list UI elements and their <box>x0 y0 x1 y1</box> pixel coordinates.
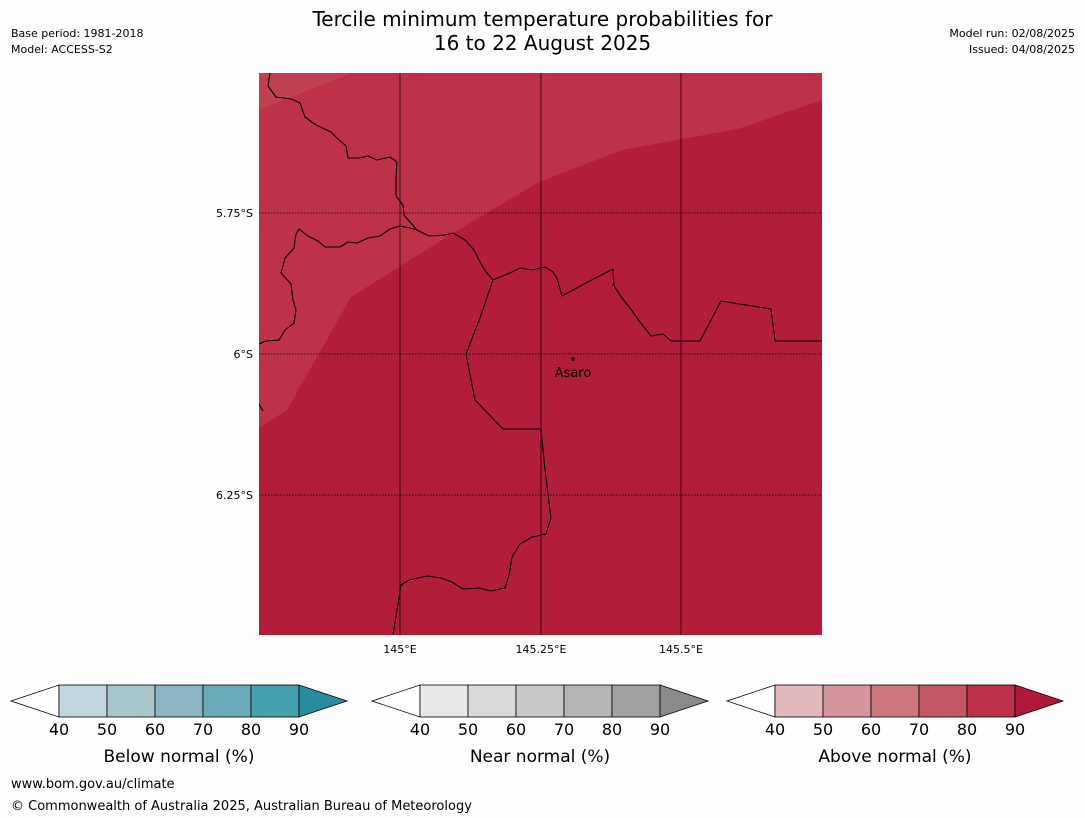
lon-label-145-5: 145.5°E <box>659 643 703 656</box>
model-name: Model: ACCESS-S2 <box>11 43 113 56</box>
colorbar-segment <box>154 684 204 718</box>
meta-left: Base period: 1981-2018 Model: ACCESS-S2 <box>11 26 143 58</box>
colorbar-tick-label: 50 <box>813 720 833 739</box>
colorbar-segment <box>202 684 252 718</box>
footer-copyright: © Commonwealth of Australia 2025, Austra… <box>11 799 472 814</box>
colorbar-tick-label: 60 <box>506 720 526 739</box>
colorbar-segment <box>515 684 565 718</box>
colorbar-segment <box>106 684 156 718</box>
colorbar-title: Above normal (%) <box>818 747 971 767</box>
colorbar-tick-label: 90 <box>289 720 309 739</box>
meta-right: Model run: 02/08/2025 Issued: 04/08/2025 <box>949 26 1075 58</box>
colorbar-tick-label: 40 <box>410 720 430 739</box>
colorbar-segment <box>419 684 469 718</box>
colorbar-extend-low <box>725 684 776 718</box>
boundary-north <box>259 73 418 345</box>
colorbar-tick-label: 70 <box>909 720 929 739</box>
lat-label-6-25: 6.25°S <box>216 489 253 502</box>
colorbar-tick-label: 80 <box>957 720 977 739</box>
colorbar-segment <box>822 684 872 718</box>
colorbar-segment <box>563 684 613 718</box>
graticule <box>259 73 822 635</box>
colorbar-segment <box>467 684 517 718</box>
colorbar-extend-low <box>9 684 60 718</box>
colorbar-segment <box>918 684 968 718</box>
colorbar-extend-low <box>370 684 421 718</box>
colorbar-extend-high <box>1014 684 1065 718</box>
lon-label-145: 145°E <box>383 643 416 656</box>
colorbar-2: 40 50 60 70 80 90 Above normal (%) <box>725 684 1065 767</box>
colorbar-segment <box>966 684 1016 718</box>
province-boundaries <box>259 73 822 635</box>
title-line-2: 16 to 22 August 2025 <box>433 31 652 55</box>
colorbar-tick-label: 50 <box>97 720 117 739</box>
lat-label-5-75: 5.75°S <box>216 207 253 220</box>
footer: www.bom.gov.au/climate © Commonwealth of… <box>11 774 472 818</box>
colorbar-tick-label: 90 <box>650 720 670 739</box>
colorbar-tick-label: 50 <box>458 720 478 739</box>
boundary-west-stub <box>259 403 264 412</box>
colorbar-1: 40 50 60 70 80 90 Near normal (%) <box>370 684 710 767</box>
colorbar-tick-label: 60 <box>861 720 881 739</box>
map-panel <box>259 73 822 635</box>
colorbar-extend-high <box>298 684 349 718</box>
colorbar-segment <box>58 684 108 718</box>
boundary-south <box>392 279 552 635</box>
colorbar-segment <box>611 684 661 718</box>
colorbar-segment <box>870 684 920 718</box>
colorbar-extend-high <box>659 684 710 718</box>
colorbars: 40 50 60 70 80 90 Below normal (%) 40 50 60 70 80 90… <box>9 684 1065 767</box>
colorbar-tick-label: 40 <box>765 720 785 739</box>
base-period: Base period: 1981-2018 <box>11 27 144 40</box>
place-marker-asaro <box>571 357 575 361</box>
place-label-asaro: Asaro <box>555 366 592 381</box>
footer-url: www.bom.gov.au/climate <box>11 777 175 792</box>
colorbar-segment <box>250 684 300 718</box>
boundary-central <box>416 229 822 342</box>
colorbar-segment <box>774 684 824 718</box>
lon-label-145-25: 145.25°E <box>516 643 567 656</box>
colorbar-title: Near normal (%) <box>470 747 610 767</box>
title-line-1: Tercile minimum temperature probabilitie… <box>312 7 773 31</box>
model-run: Model run: 02/08/2025 <box>949 27 1075 40</box>
colorbar-tick-label: 90 <box>1005 720 1025 739</box>
colorbar-tick-label: 70 <box>193 720 213 739</box>
colorbar-tick-label: 40 <box>49 720 69 739</box>
issued-date: Issued: 04/08/2025 <box>968 43 1075 56</box>
map-title: Tercile minimum temperature probabilitie… <box>0 7 1085 55</box>
colorbar-tick-label: 60 <box>145 720 165 739</box>
colorbar-tick-label: 80 <box>241 720 261 739</box>
colorbar-0: 40 50 60 70 80 90 Below normal (%) <box>9 684 349 767</box>
lat-label-6: 6°S <box>234 348 253 361</box>
colorbar-title: Below normal (%) <box>104 747 255 767</box>
region-corner-lighter <box>259 73 352 110</box>
colorbar-tick-label: 70 <box>554 720 574 739</box>
colorbar-tick-label: 80 <box>602 720 622 739</box>
